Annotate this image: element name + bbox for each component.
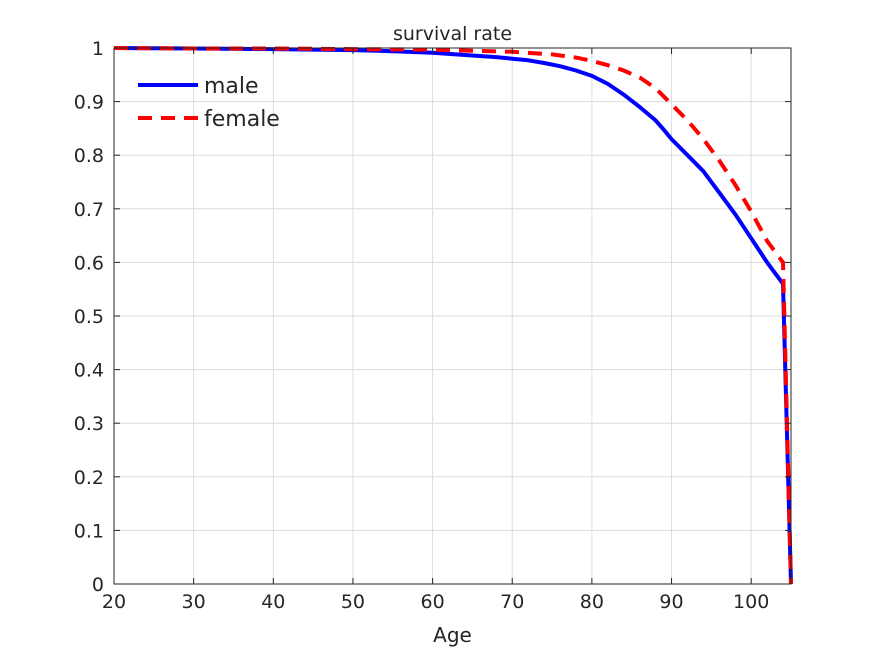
x-tick-label: 40 xyxy=(261,591,285,613)
chart-title: survival rate xyxy=(393,23,512,45)
legend: male female xyxy=(138,74,280,132)
axis-ticks: 20 30 40 50 60 70 80 90 100 0 0.1 0.2 0.3 0.4 0.5 0.6 0.… xyxy=(74,38,791,613)
y-tick-label: 0.7 xyxy=(74,199,104,221)
x-tick-label: 80 xyxy=(580,591,604,613)
x-tick-label: 30 xyxy=(182,591,206,613)
y-tick-label: 0.2 xyxy=(74,467,104,489)
x-tick-label: 20 xyxy=(102,591,126,613)
y-tick-label: 0 xyxy=(92,574,104,596)
legend-label-female: female xyxy=(204,107,280,132)
series-line-female xyxy=(113,46,793,585)
y-tick-label: 0.9 xyxy=(74,92,104,114)
y-tick-label: 0.8 xyxy=(74,145,104,167)
y-tick-label: 0.4 xyxy=(74,360,104,382)
x-tick-label: 70 xyxy=(500,591,524,613)
series-lines xyxy=(113,46,793,585)
legend-label-male: male xyxy=(204,74,259,99)
y-tick-label: 0.5 xyxy=(74,306,104,328)
x-tick-label: 60 xyxy=(420,591,444,613)
y-tick-label: 1 xyxy=(92,38,104,60)
x-tick-label: 100 xyxy=(733,591,769,613)
x-tick-label: 50 xyxy=(341,591,365,613)
y-tick-label: 0.3 xyxy=(74,413,104,435)
y-tick-label: 0.1 xyxy=(74,520,104,542)
x-axis-label: Age xyxy=(433,623,472,647)
grid-lines xyxy=(113,47,791,585)
x-tick-label: 90 xyxy=(659,591,683,613)
y-tick-label: 0.6 xyxy=(74,252,104,274)
series-line-male xyxy=(113,46,793,585)
